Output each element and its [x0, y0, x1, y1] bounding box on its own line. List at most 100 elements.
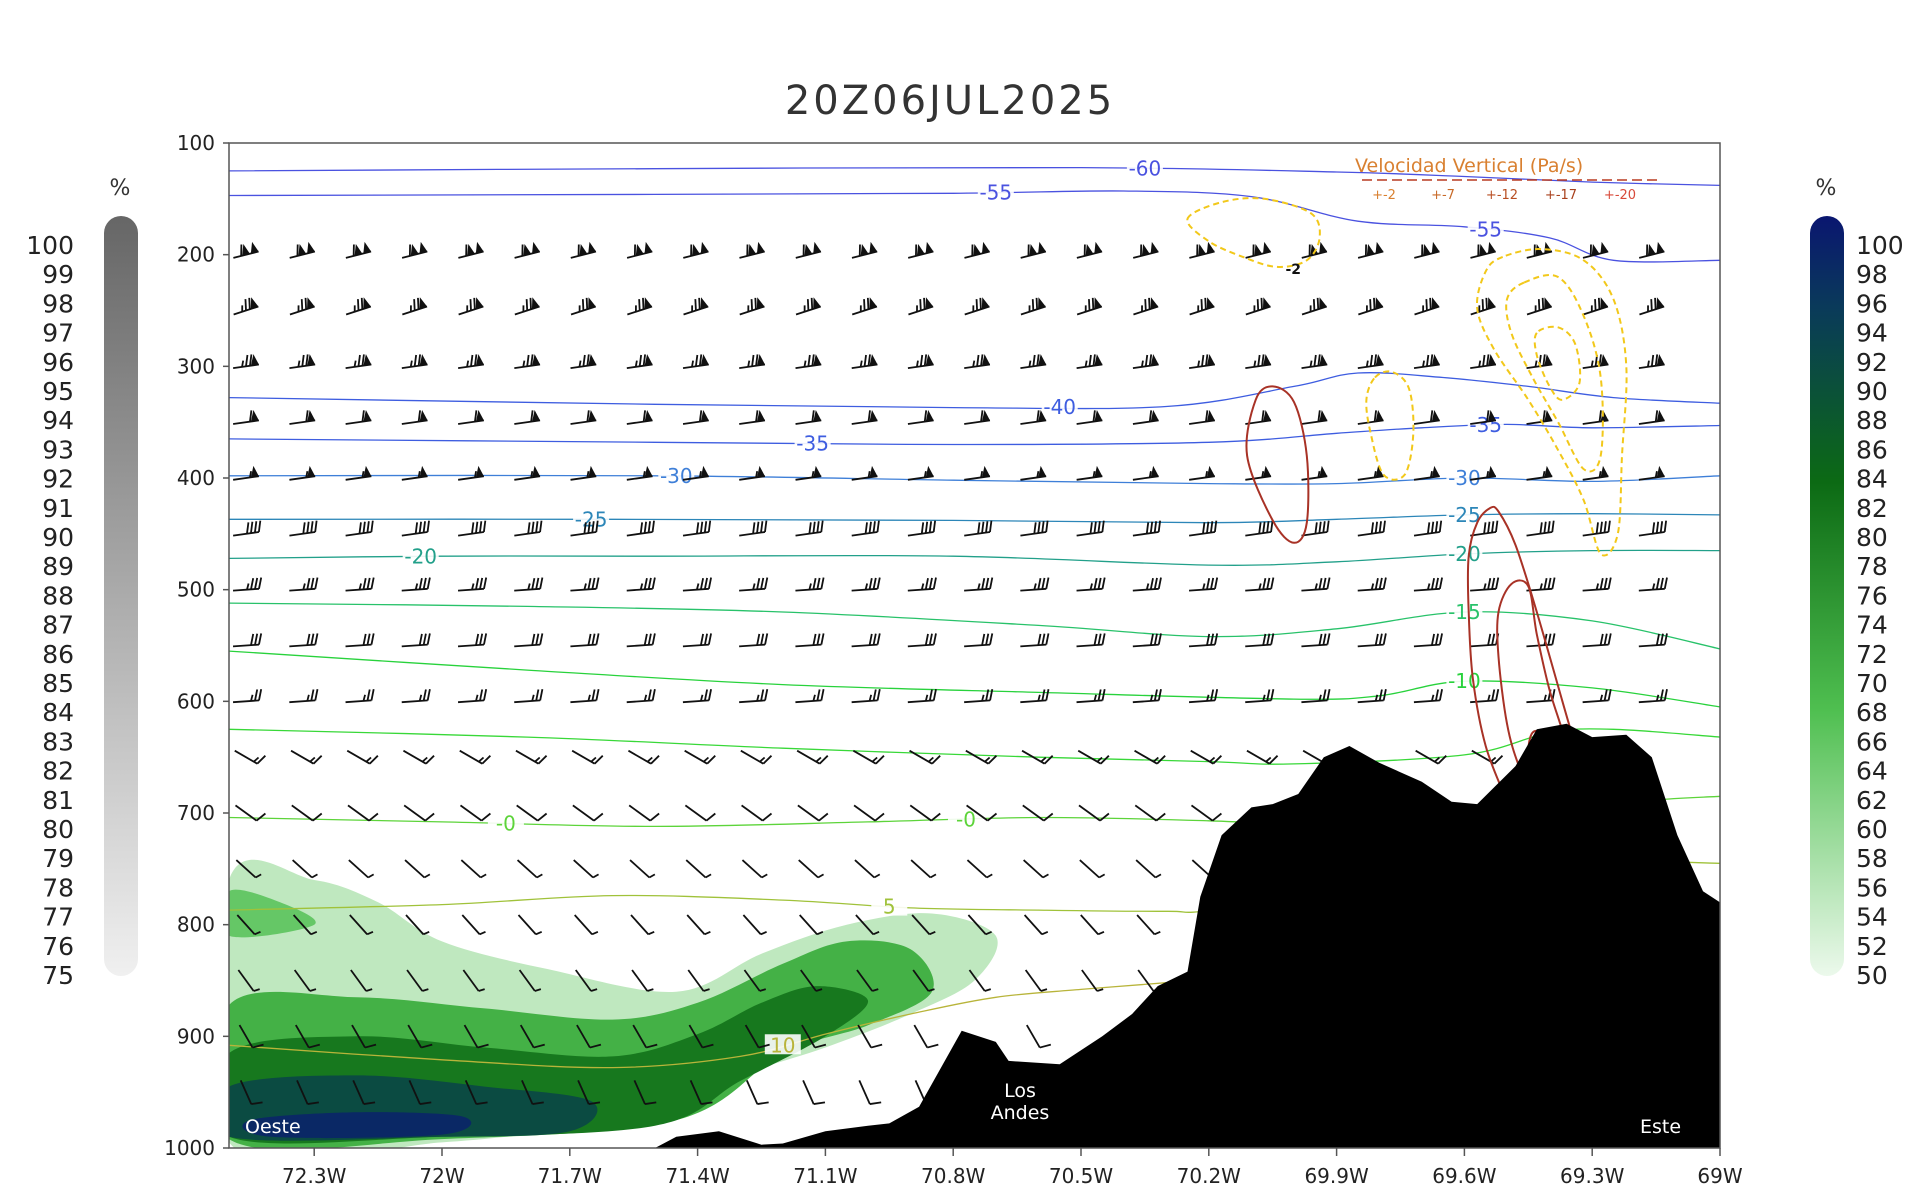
barb-full	[539, 689, 544, 701]
colorbar-tick-label: 62	[1856, 786, 1888, 815]
barb-half	[1373, 471, 1377, 478]
barb-staff	[1638, 699, 1665, 704]
wind-barb	[1470, 633, 1500, 648]
barb-staff	[1245, 643, 1272, 648]
barb-staff	[403, 804, 426, 822]
barb-full	[1543, 577, 1548, 590]
barb-flag	[250, 410, 259, 422]
barb-staff	[514, 643, 541, 648]
barb-staff	[1582, 643, 1609, 648]
barb-full	[1214, 633, 1219, 645]
barb-flag	[588, 410, 597, 422]
barb-half	[1647, 305, 1649, 312]
barb-full	[477, 1043, 489, 1049]
barb-full	[639, 522, 644, 534]
wind-barb	[514, 689, 544, 704]
barb-staff	[1357, 531, 1384, 537]
wind-barb	[1470, 520, 1499, 537]
wind-barb	[1132, 354, 1159, 370]
wind-barb	[521, 1079, 544, 1105]
barb-full	[1036, 354, 1040, 366]
barb-full	[370, 520, 374, 533]
colorbar-tick-label: 90	[1856, 377, 1888, 406]
colorbar-tick-label: 98	[42, 289, 74, 318]
barb-full	[1650, 354, 1655, 367]
colorbar-tick-label: 91	[42, 494, 74, 523]
barb-staff	[627, 749, 652, 765]
barb-half	[1539, 583, 1543, 590]
barb-full	[420, 1043, 433, 1049]
colorbar-tick-label: 97	[42, 319, 74, 348]
barb-half	[1093, 694, 1097, 702]
barb-full	[1322, 577, 1327, 590]
wind-barb	[407, 1024, 433, 1049]
barb-staff	[345, 419, 372, 425]
vv-legend-title: Velocidad Vertical (Pa/s)	[1355, 155, 1583, 177]
wind-barb	[798, 859, 825, 879]
wind-barb	[851, 354, 878, 370]
barb-full	[802, 244, 805, 256]
wind-barb	[689, 1079, 713, 1105]
barb-flag	[1206, 410, 1215, 422]
wind-barb	[682, 354, 709, 370]
barb-flag	[1656, 241, 1665, 254]
barb-flag	[523, 244, 532, 256]
barb-flag	[869, 297, 877, 309]
barb-flag	[1038, 410, 1047, 422]
wind-barb	[296, 1079, 319, 1105]
barb-staff	[514, 699, 541, 704]
barb-full	[1477, 244, 1480, 256]
wind-barb	[858, 1079, 882, 1105]
barb-staff	[401, 419, 428, 425]
wind-barb	[851, 241, 878, 259]
wind-barb	[236, 914, 261, 936]
barb-full	[1551, 520, 1555, 533]
barb-flag	[588, 465, 597, 478]
barb-full	[591, 577, 596, 590]
barb-half	[1096, 756, 1103, 763]
barb-full	[583, 522, 587, 534]
barb-full	[1045, 520, 1049, 533]
barb-full	[757, 1101, 769, 1105]
barb-flag	[588, 297, 596, 309]
barb-full	[816, 689, 821, 701]
barb-flag	[363, 410, 372, 422]
barb-half	[1155, 873, 1162, 879]
barb-full	[647, 689, 652, 701]
colorbar-tick-label: 100	[26, 231, 74, 260]
barb-full	[694, 299, 697, 311]
barb-full	[752, 522, 756, 534]
barb-half	[253, 756, 260, 763]
wind-barb	[458, 410, 484, 425]
wind-barb	[289, 410, 316, 425]
wind-barb	[742, 914, 767, 936]
colorbar-tick-label: 80	[42, 815, 74, 844]
vv-contour-label: -2	[1285, 262, 1301, 278]
barb-staff	[741, 859, 763, 879]
barb-full	[971, 244, 974, 256]
barb-full	[1547, 633, 1552, 646]
wind-barb	[964, 465, 991, 481]
barb-half	[1365, 360, 1369, 368]
barb-full	[1607, 577, 1612, 589]
barb-full	[425, 755, 435, 765]
wind-barb	[1526, 465, 1553, 481]
barb-full	[483, 577, 488, 589]
chart-title: 20Z06JUL2025	[785, 78, 1115, 124]
barb-full	[1487, 633, 1492, 646]
barb-flag	[1600, 297, 1608, 309]
barb-staff	[237, 969, 255, 992]
barb-staff	[689, 1079, 703, 1105]
barb-full	[1262, 633, 1267, 646]
barb-half	[302, 583, 306, 590]
barb-full	[418, 521, 422, 534]
wind-barb	[909, 804, 941, 822]
wind-barb	[572, 804, 604, 822]
barb-staff	[570, 699, 597, 704]
wind-barb	[345, 410, 372, 425]
barb-full	[588, 1101, 601, 1105]
wind-barb	[1582, 410, 1609, 425]
barb-full	[418, 577, 423, 590]
barb-full	[707, 520, 712, 533]
